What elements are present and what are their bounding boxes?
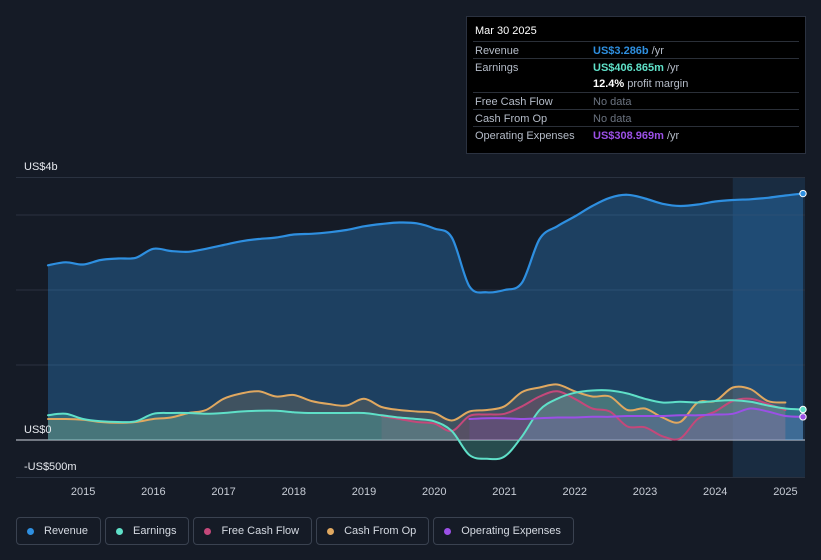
tooltip-earnings-label: Earnings: [475, 61, 519, 74]
legend-dot-icon: [204, 527, 212, 535]
y-label-top: US$4b: [24, 161, 58, 173]
x-tick-label: 2022: [563, 486, 587, 498]
legend-dot-icon: [27, 527, 34, 535]
legend-dot-icon: [327, 527, 335, 535]
legend-dot-icon: [116, 527, 124, 535]
legend-item-operating-expenses[interactable]: Operating Expenses: [433, 517, 574, 545]
series-areas: [48, 193, 803, 460]
series-area-revenue: [48, 193, 803, 440]
x-tick-label: 2017: [211, 486, 235, 498]
series-area-fcf: [381, 391, 786, 440]
tooltip-revenue-value: US$3.286b: [593, 44, 649, 57]
x-tick-label: 2019: [352, 486, 376, 498]
forecast-region: [732, 178, 805, 478]
tooltip-cfo-label: Cash From Op: [475, 112, 548, 125]
legend-label: Cash From Op: [344, 525, 417, 537]
legend-item-earnings[interactable]: Earnings: [105, 517, 190, 545]
data-tooltip: Mar 30 2025 Revenue US$3.286b /yr Earnin…: [466, 16, 806, 154]
x-tick-label: 2018: [282, 486, 306, 498]
tooltip-row-margin: 12.4% profit margin: [473, 75, 799, 92]
tooltip-cfo-value: No data: [593, 112, 632, 125]
legend-label: Free Cash Flow: [221, 525, 300, 537]
gridlines: [16, 177, 805, 478]
x-tick-label: 2016: [141, 486, 165, 498]
legend-label: Revenue: [44, 525, 89, 537]
y-label-bottom: -US$500m: [24, 461, 77, 473]
x-tick-label: 2021: [492, 486, 516, 498]
tooltip-earnings-value: US$406.865m: [593, 61, 664, 74]
x-tick-label: 2025: [773, 486, 797, 498]
end-marker-revenue: [799, 189, 807, 198]
y-label-zero: US$0: [24, 424, 52, 436]
series-line-fcf: [380, 390, 787, 441]
tooltip-earnings-unit: /yr: [666, 61, 680, 74]
series-line-earnings: [47, 389, 804, 461]
x-tick-label: 2023: [633, 486, 657, 498]
legend-dot-icon: [444, 527, 452, 535]
legend-label: Earnings: [133, 525, 177, 537]
x-axis: 2015 2016 2017 2018 2019 2020 2021 2022 2023 2024…: [71, 486, 798, 498]
series-line-cfo: [47, 383, 787, 424]
end-marker-earnings: [799, 405, 807, 414]
tooltip-fcf-label: Free Cash Flow: [475, 95, 553, 108]
tooltip-opex-unit: /yr: [666, 129, 680, 142]
tooltip-margin-value: 12.4%: [593, 77, 625, 90]
tooltip-fcf-value: No data: [593, 95, 632, 108]
tooltip-row-opex: Operating Expenses US$308.969m /yr: [473, 126, 799, 144]
tooltip-opex-value: US$308.969m: [593, 129, 664, 142]
series-line-opex: [468, 407, 804, 420]
x-tick-label: 2024: [703, 486, 727, 498]
x-tick-label: 2015: [71, 486, 95, 498]
tooltip-margin-text: profit margin: [627, 77, 689, 90]
series-area-earnings: [48, 390, 803, 460]
tooltip-row-earnings: Earnings US$406.865m /yr: [473, 58, 799, 76]
series-line-revenue: [46, 192, 805, 294]
legend-item-free-cash-flow[interactable]: Free Cash Flow: [193, 517, 313, 545]
tooltip-row-cfo: Cash From Op No data: [473, 109, 799, 127]
legend-label: Operating Expenses: [461, 525, 561, 537]
legend-item-revenue[interactable]: Revenue: [16, 517, 102, 545]
tooltip-row-fcf: Free Cash Flow No data: [473, 92, 799, 110]
series-lines: [46, 189, 807, 461]
legend-item-cash-from-op[interactable]: Cash From Op: [316, 517, 430, 545]
series-area-opex: [469, 408, 803, 440]
tooltip-opex-label: Operating Expenses: [475, 129, 575, 142]
tooltip-date: Mar 30 2025: [475, 25, 537, 37]
tooltip-revenue-label: Revenue: [475, 44, 520, 57]
x-tick-label: 2020: [422, 486, 446, 498]
tooltip-revenue-unit: /yr: [651, 44, 664, 57]
legend: Revenue Earnings Free Cash Flow Cash Fro…: [16, 517, 574, 547]
tooltip-row-revenue: Revenue US$3.286b /yr: [473, 41, 799, 59]
end-marker-opex: [799, 413, 807, 421]
